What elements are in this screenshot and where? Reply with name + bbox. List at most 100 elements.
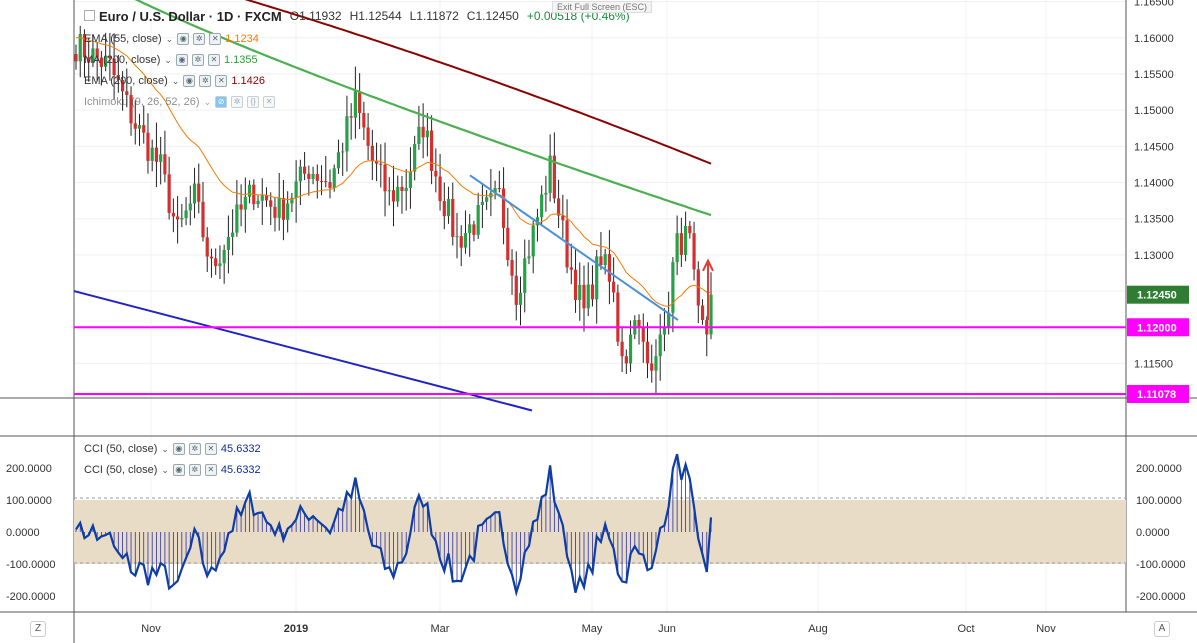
candle-down: [620, 341, 624, 357]
ema55-line: [75, 36, 712, 307]
eye-icon[interactable]: ◉: [183, 75, 196, 87]
legend-label: MA (200, close): [84, 54, 161, 66]
candle-down: [269, 200, 273, 207]
close-icon[interactable]: ✕: [263, 96, 276, 108]
candle-up: [180, 217, 184, 220]
gear-icon[interactable]: ✲: [188, 443, 201, 455]
candle-down: [501, 188, 506, 228]
candle-up: [485, 197, 489, 202]
candle-down: [82, 34, 87, 58]
gear-icon[interactable]: ✲: [231, 96, 244, 108]
candle-up: [527, 256, 531, 259]
candle-down: [108, 55, 112, 59]
hidden-eye-icon[interactable]: ⊘: [215, 96, 228, 108]
time-tick-label: Aug: [808, 623, 828, 635]
gear-icon[interactable]: ✲: [188, 464, 201, 476]
candle-down: [176, 216, 180, 220]
legend-ema200[interactable]: EMA (200, close) ⌄ ◉ ✲ ✕ 1.1426: [84, 75, 265, 87]
source-icon[interactable]: {}: [247, 96, 260, 108]
candle-down: [167, 174, 171, 213]
candle-down: [383, 164, 387, 192]
cci-tick-label-left: 0.0000: [6, 527, 40, 539]
close-icon[interactable]: ✕: [204, 464, 217, 476]
candle-down: [637, 320, 641, 328]
close-icon[interactable]: ✕: [207, 54, 220, 66]
eye-icon[interactable]: ◉: [172, 443, 185, 455]
candle-down: [700, 305, 705, 321]
candle-up: [332, 168, 336, 188]
price-tick-label: 1.11500: [1134, 358, 1173, 370]
chevron-down-icon[interactable]: ⌄: [161, 464, 169, 475]
cci-tick-label-left: -200.0000: [6, 591, 56, 603]
legend-value: 1.1355: [223, 54, 258, 66]
candle-down: [442, 201, 446, 217]
time-tick-label: Nov: [141, 623, 161, 635]
legend-ma200[interactable]: MA (200, close) ⌄ ◉ ✲ ✕ 1.1355: [84, 54, 258, 66]
symbol-checkbox-icon[interactable]: [84, 10, 95, 21]
price-tick-label: 1.14500: [1134, 141, 1174, 153]
candle-down: [146, 132, 150, 161]
candle-up: [345, 116, 349, 152]
legend-ema55[interactable]: EMA (55, close) ⌄ ◉ ✲ ✕ 1.1234: [84, 33, 259, 45]
candle-down: [205, 237, 209, 257]
gear-icon[interactable]: ✲: [193, 33, 206, 45]
candle-down: [116, 74, 120, 81]
exit-fullscreen-button[interactable]: Exit Full Screen (ESC): [552, 1, 653, 13]
legend-label: EMA (200, close): [84, 75, 168, 87]
close-icon[interactable]: ✕: [209, 33, 222, 45]
candle-down: [125, 91, 129, 96]
gear-icon[interactable]: ✲: [191, 54, 204, 66]
close-icon[interactable]: ✕: [204, 443, 217, 455]
close-icon[interactable]: ✕: [215, 75, 228, 87]
candle-down: [624, 356, 628, 364]
candle-up: [446, 198, 451, 217]
legend-cci-2[interactable]: CCI (50, close) ⌄ ◉ ✲ ✕ 45.6332: [84, 464, 261, 476]
candle-down: [201, 201, 205, 238]
eye-icon[interactable]: ◉: [177, 33, 190, 45]
candle-up: [235, 204, 239, 233]
candle-down: [349, 116, 353, 118]
candle-down: [171, 212, 175, 217]
candle-down: [400, 186, 404, 192]
candle-up: [684, 225, 688, 255]
zoom-button[interactable]: Z: [30, 621, 46, 637]
eye-icon[interactable]: ◉: [172, 464, 185, 476]
candle-up: [192, 183, 197, 204]
chevron-down-icon[interactable]: ⌄: [164, 54, 172, 65]
candle-up: [709, 294, 713, 335]
candle-down: [112, 58, 116, 75]
gear-icon[interactable]: ✲: [199, 75, 212, 87]
candle-up: [137, 125, 142, 129]
cci-tick-label-right: 0.0000: [1136, 527, 1170, 539]
candle-up: [413, 143, 417, 172]
candle-up: [455, 236, 459, 238]
legend-cci-1[interactable]: CCI (50, close) ⌄ ◉ ✲ ✕ 45.6332: [84, 443, 261, 455]
candle-down: [459, 236, 463, 248]
candle-up: [417, 126, 421, 144]
chevron-down-icon[interactable]: ⌄: [203, 96, 212, 107]
candle-up: [404, 188, 408, 192]
candle-down: [569, 267, 573, 270]
cci-tick-label-right: -100.0000: [1136, 559, 1186, 571]
legend-ichimoku[interactable]: Ichimoku (9, 26, 52, 26) ⌄ ⊘ ✲{} ✕: [84, 96, 276, 108]
chevron-down-icon[interactable]: ⌄: [171, 75, 180, 86]
candle-down: [324, 181, 328, 183]
price-tick-label: 1.13000: [1134, 250, 1174, 262]
ma200-line: [134, 0, 712, 217]
chart-marks: [73, 0, 1126, 597]
legend-value: 45.6332: [220, 443, 261, 455]
channel-trendline: [73, 290, 533, 412]
candle-down: [307, 173, 311, 179]
candle-up: [578, 284, 582, 301]
symbol-title[interactable]: Euro / U.S. Dollar · 1D · FXCM: [99, 9, 282, 24]
eye-icon[interactable]: ◉: [175, 54, 188, 66]
cci-line: [75, 453, 713, 597]
candle-up: [586, 284, 590, 309]
candle-down: [497, 188, 501, 190]
auto-scale-button[interactable]: A: [1154, 621, 1170, 637]
ohlc-open: O1.11932: [289, 9, 342, 23]
chevron-down-icon[interactable]: ⌄: [165, 33, 174, 44]
candle-down: [87, 57, 91, 63]
candle-down: [391, 190, 396, 202]
chevron-down-icon[interactable]: ⌄: [161, 443, 169, 454]
